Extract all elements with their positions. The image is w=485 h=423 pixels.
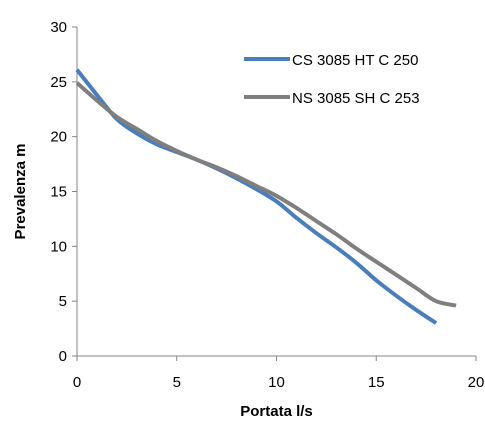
series-lines: [75, 68, 457, 325]
x-axis-title: Portata l/s: [240, 403, 313, 420]
y-tick-label: 5: [59, 293, 67, 310]
x-tick-label: 15: [368, 374, 385, 391]
legend-label: CS 3085 HT C 250: [292, 52, 418, 69]
y-tick-label: 30: [50, 19, 67, 36]
y-tick-label: 10: [50, 238, 67, 255]
series-line-1: [75, 68, 438, 325]
series-line-2: [75, 81, 457, 308]
x-tick-label: 20: [468, 374, 485, 391]
x-tick-label: 5: [173, 374, 181, 391]
y-axis-title: Prevalenza m: [12, 144, 29, 240]
tick-labels: 0 5 10 15 20 25 30 0 5 10 15 20: [50, 19, 484, 391]
y-tick-label: 0: [59, 348, 67, 365]
legend-label: NS 3085 SH C 253: [292, 90, 420, 107]
x-tick-label: 10: [268, 374, 285, 391]
axes: [72, 26, 477, 361]
legend: CS 3085 HT C 250 NS 3085 SH C 253: [244, 52, 420, 107]
y-tick-label: 15: [50, 184, 67, 201]
y-tick-label: 20: [50, 129, 67, 146]
x-tick-label: 0: [73, 374, 81, 391]
y-tick-label: 25: [50, 74, 67, 91]
